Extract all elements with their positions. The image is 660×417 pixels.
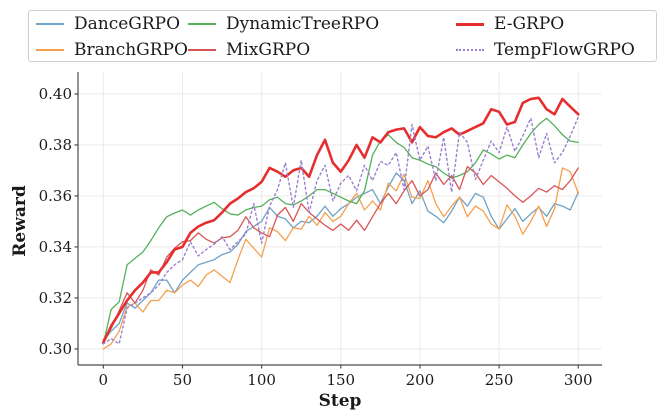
branchgrpo-line — [102, 167, 579, 350]
y-tick-label: 0.36 — [38, 186, 72, 205]
egrpo-line-swatch — [456, 22, 484, 26]
mixgrpo-line — [102, 165, 579, 341]
y-tick-label: 0.40 — [38, 84, 72, 103]
legend-item-mixgrpo: MixGRPO — [188, 37, 379, 63]
x-tick-label: 0 — [98, 371, 109, 389]
legend-item-dynamictreerpo: DynamicTreeRPO — [188, 11, 379, 37]
legend-label-dynamictreerpo: DynamicTreeRPO — [226, 13, 380, 34]
legend-label-mixgrpo: MixGRPO — [226, 39, 311, 60]
legend: DanceGRPO BranchGRPO DynamicTreeRPO MixG… — [28, 10, 657, 62]
egrpo-line — [102, 96, 580, 344]
legend-item-branchgrpo: BranchGRPO — [36, 37, 188, 63]
x-tick-label: 250 — [484, 371, 514, 389]
x-axis-label: Step — [318, 391, 362, 411]
y-tick-label: 0.38 — [38, 135, 72, 154]
tempflowgrpo-line-swatch — [456, 49, 484, 51]
legend-label-dancegrpo: DanceGRPO — [74, 13, 181, 34]
tempflowgrpo-line — [102, 116, 579, 345]
branchgrpo-line-swatch — [36, 49, 64, 51]
legend-column-2: DynamicTreeRPO MixGRPO — [188, 11, 379, 63]
legend-column-3: E-GRPO TempFlowGRPO — [456, 11, 635, 63]
dynamictreerpo-line — [102, 117, 579, 345]
mixgrpo-line-swatch — [188, 49, 216, 51]
y-axis-label: Reward — [10, 185, 30, 257]
dancegrpo-line-swatch — [36, 23, 64, 25]
legend-label-branchgrpo: BranchGRPO — [74, 39, 188, 60]
dynamictreerpo-line-swatch — [188, 23, 216, 25]
legend-label-tempflowgrpo: TempFlowGRPO — [494, 39, 635, 60]
legend-item-dancegrpo: DanceGRPO — [36, 11, 188, 37]
legend-item-egrpo: E-GRPO — [456, 11, 635, 37]
x-tick-label: 300 — [563, 371, 593, 389]
legend-column-1: DanceGRPO BranchGRPO — [36, 11, 188, 63]
legend-label-egrpo: E-GRPO — [494, 13, 565, 34]
legend-item-tempflowgrpo: TempFlowGRPO — [456, 37, 635, 63]
y-tick-label: 0.32 — [38, 288, 72, 307]
y-tick-label: 0.30 — [38, 339, 72, 358]
x-tick-label: 100 — [247, 371, 276, 389]
x-tick-label: 50 — [172, 371, 193, 389]
x-tick-label: 150 — [326, 371, 356, 389]
x-tick-label: 200 — [405, 371, 435, 389]
y-tick-label: 0.34 — [38, 237, 72, 256]
